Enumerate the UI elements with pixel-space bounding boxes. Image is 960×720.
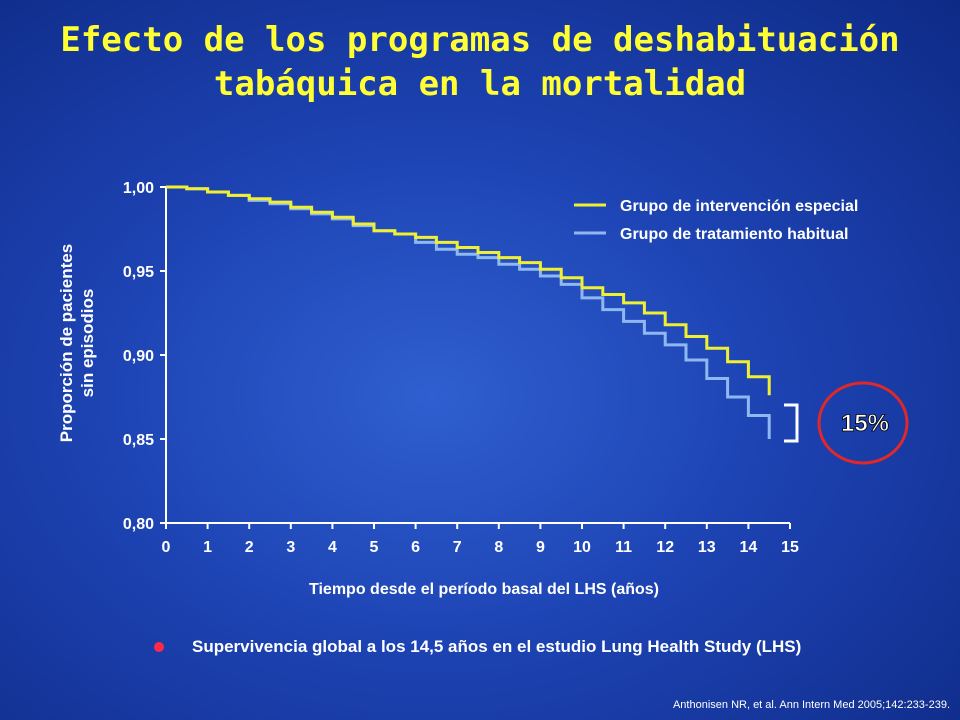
y-tick-label: 1,00 [123, 180, 154, 197]
x-tick-label: 2 [245, 539, 254, 556]
difference-bracket [784, 403, 799, 443]
x-tick-label: 12 [656, 539, 674, 556]
x-tick-label: 11 [615, 539, 632, 556]
difference-annotation: 15% [841, 410, 889, 437]
y-axis-label-line-2: sin episodios [78, 289, 97, 398]
x-tick-label: 15 [781, 539, 799, 556]
bullet-dot [154, 642, 164, 652]
citation: Anthonisen NR, et al. Ann Intern Med 200… [672, 699, 950, 711]
x-tick-label: 5 [370, 539, 379, 556]
title-line-1: Efecto de los programas de deshabituació… [60, 20, 900, 60]
title-line-2: tabáquica en la mortalidad [213, 64, 747, 104]
y-tick-label: 0,85 [123, 432, 154, 449]
x-axis-label: Tiempo desde el período basal del LHS (a… [309, 581, 659, 598]
y-tick-label: 0,90 [123, 348, 154, 365]
x-tick-label: 1 [203, 539, 212, 556]
x-tick-label: 7 [453, 539, 462, 556]
series-line-special-intervention [166, 185, 771, 396]
series-line-usual-care [166, 185, 771, 439]
bullet-text: Supervivencia global a los 14,5 años en … [192, 637, 802, 656]
x-tick-label: 14 [740, 539, 758, 556]
y-tick-label: 0,80 [123, 516, 154, 533]
x-tick-label: 4 [328, 539, 337, 556]
x-tick-label: 9 [536, 539, 545, 556]
x-tick-label: 13 [698, 539, 716, 556]
chart-series [166, 185, 771, 439]
legend-label-usual: Grupo de tratamiento habitual [620, 226, 848, 243]
x-tick-label: 0 [162, 539, 171, 556]
legend-label-special: Grupo de intervención especial [620, 198, 858, 215]
x-tick-label: 3 [286, 539, 295, 556]
slide-title: Efecto de los programas de deshabituació… [0, 18, 960, 106]
y-tick-label: 0,95 [123, 264, 154, 281]
highlight-circle [817, 381, 909, 465]
x-tick-label: 6 [411, 539, 420, 556]
x-tick-label: 10 [573, 539, 591, 556]
legend: Grupo de intervención especial Grupo de … [574, 198, 858, 243]
chart-axes: 0,800,850,900,951,000 1 2 3 4 5 6 7 8 9 10 11 12 13 14… [123, 180, 799, 556]
y-axis-label-line-1: Proporción de pacientes [57, 244, 76, 442]
bullet-item: Supervivencia global a los 14,5 años en … [150, 636, 910, 658]
x-tick-label: 8 [494, 539, 503, 556]
